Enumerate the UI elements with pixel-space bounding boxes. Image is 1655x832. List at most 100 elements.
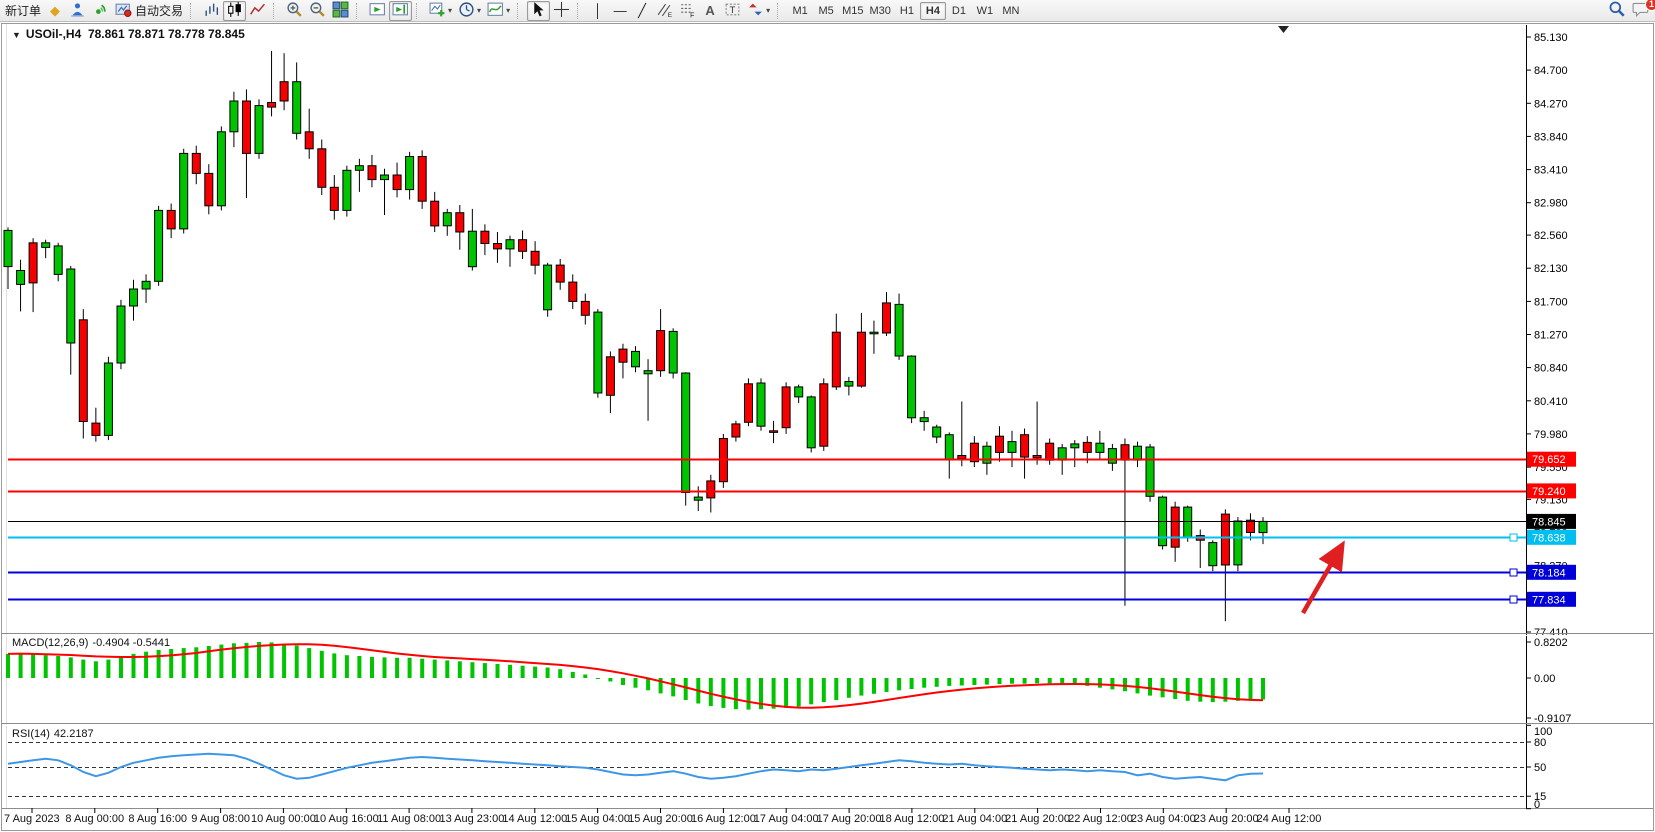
svg-text:21 Aug 04:00: 21 Aug 04:00 xyxy=(942,813,1007,825)
line-chart-button[interactable] xyxy=(246,1,269,21)
signal-icon xyxy=(92,1,109,21)
toolbar-separator xyxy=(577,2,584,19)
search-button[interactable] xyxy=(1605,1,1629,21)
svg-text:78.184: 78.184 xyxy=(1532,567,1566,579)
auto-scroll-button[interactable] xyxy=(366,1,389,21)
period-button[interactable]: ▾ xyxy=(455,1,484,21)
diamond-icon: ◆ xyxy=(50,3,61,18)
svg-text:17 Aug 20:00: 17 Aug 20:00 xyxy=(817,813,882,825)
hline-handle[interactable] xyxy=(1509,568,1518,577)
arrows-tool-button[interactable]: ▾ xyxy=(744,1,773,21)
toolbar-separator xyxy=(356,2,363,19)
svg-text:7 Aug 2023: 7 Aug 2023 xyxy=(4,813,60,825)
horizontal-line-icon: — xyxy=(613,3,627,18)
candlestick-icon xyxy=(226,1,243,21)
terminal-button[interactable] xyxy=(66,1,89,21)
auto-trading-icon xyxy=(115,1,132,21)
svg-text:T: T xyxy=(730,5,736,16)
timeframe-button-H1[interactable]: H1 xyxy=(899,4,914,17)
timeframe-button-W1[interactable]: W1 xyxy=(976,4,994,17)
macd-histogram xyxy=(6,642,1265,710)
svg-text:24 Aug 12:00: 24 Aug 12:00 xyxy=(1257,813,1322,825)
zoom-in-button[interactable] xyxy=(283,1,306,21)
svg-text:81.700: 81.700 xyxy=(1534,296,1568,308)
svg-text:79.240: 79.240 xyxy=(1532,486,1566,498)
search-icon xyxy=(1608,0,1626,21)
timeframe-button-M15[interactable]: M15 xyxy=(842,4,864,17)
bar-chart-button[interactable] xyxy=(200,1,223,21)
crosshair-icon xyxy=(553,1,570,21)
notifications-button[interactable]: 1 xyxy=(1629,0,1655,21)
strategy-tester-button[interactable] xyxy=(89,1,112,21)
channel-button[interactable]: E xyxy=(653,1,676,21)
text-button[interactable]: A xyxy=(699,1,721,21)
chevron-down-icon: ▾ xyxy=(448,6,453,15)
timeframe-button-H4[interactable]: H4 xyxy=(919,1,946,20)
toolbar-separator xyxy=(416,2,423,19)
svg-text:-0.9107: -0.9107 xyxy=(1534,713,1571,725)
svg-text:83.840: 83.840 xyxy=(1534,131,1568,143)
svg-text:E: E xyxy=(668,11,672,17)
fibonacci-button[interactable]: F xyxy=(676,1,699,21)
svg-text:17 Aug 04:00: 17 Aug 04:00 xyxy=(754,813,819,825)
zoom-out-button[interactable] xyxy=(306,1,329,21)
hline-handle[interactable] xyxy=(1509,595,1518,604)
hline-handle[interactable] xyxy=(1509,533,1518,542)
svg-text:15 Aug 04:00: 15 Aug 04:00 xyxy=(565,813,630,825)
channel-icon: E xyxy=(656,1,673,21)
crosshair-button[interactable] xyxy=(550,1,573,21)
timeframe-button-M1[interactable]: M1 xyxy=(792,4,808,17)
svg-text:23 Aug 04:00: 23 Aug 04:00 xyxy=(1131,813,1196,825)
price-label-78.845: 78.845 xyxy=(1527,513,1576,529)
candlestick-chart-button[interactable] xyxy=(223,0,247,21)
timeframe-button-M5[interactable]: M5 xyxy=(818,4,834,17)
timeframe-button-MN[interactable]: MN xyxy=(1002,4,1020,17)
svg-text:0.00: 0.00 xyxy=(1534,673,1555,685)
cursor-button[interactable] xyxy=(527,0,551,21)
time-axis: 7 Aug 2023 8 Aug 00:00 8 Aug 16:00 9 Aug 08… xyxy=(4,808,1321,825)
svg-text:50: 50 xyxy=(1534,762,1546,774)
svg-text:83.410: 83.410 xyxy=(1534,165,1568,177)
svg-text:0.8202: 0.8202 xyxy=(1534,637,1568,649)
notification-badge: 1 xyxy=(1644,0,1655,11)
svg-text:18 Aug 12:00: 18 Aug 12:00 xyxy=(879,813,944,825)
vertical-line-button[interactable]: │ xyxy=(587,1,609,21)
svg-text:80.410: 80.410 xyxy=(1534,396,1568,408)
chart-shift-icon xyxy=(392,1,409,21)
toolbar-separator xyxy=(777,2,784,19)
chevron-down-icon: ▾ xyxy=(766,6,771,15)
text-label-icon: T xyxy=(724,1,741,21)
svg-text:100: 100 xyxy=(1534,726,1552,738)
text-label-button[interactable]: T xyxy=(721,1,744,21)
svg-text:84.700: 84.700 xyxy=(1534,65,1568,77)
price-chart-canvas[interactable]: 85.130 84.700 84.270 83.840 83.410 82.980 82.5… xyxy=(0,22,1655,832)
trendline-button[interactable]: ╱ xyxy=(631,1,653,21)
chart-shift-button[interactable] xyxy=(389,0,413,21)
indicators-icon xyxy=(487,1,504,21)
svg-text:77.834: 77.834 xyxy=(1532,594,1566,606)
cursor-icon xyxy=(530,1,547,21)
svg-text:82.130: 82.130 xyxy=(1534,263,1568,275)
svg-text:85.130: 85.130 xyxy=(1534,32,1568,44)
macd-signal-line xyxy=(7,643,1264,709)
svg-text:15 Aug 20:00: 15 Aug 20:00 xyxy=(628,813,693,825)
timeframe-button-D1[interactable]: D1 xyxy=(951,4,966,17)
svg-text:8 Aug 16:00: 8 Aug 16:00 xyxy=(128,813,187,825)
indicators-button[interactable]: ▾ xyxy=(484,1,513,21)
profile-button[interactable]: ◆ xyxy=(44,1,66,21)
svg-text:79.980: 79.980 xyxy=(1534,429,1568,441)
chart-shift-marker-icon[interactable] xyxy=(1278,26,1289,33)
new-chart-icon xyxy=(429,1,446,21)
timeframe-button-M30[interactable]: M30 xyxy=(869,4,891,17)
chevron-down-icon: ▾ xyxy=(506,6,511,15)
new-order-button[interactable]: 新订单 xyxy=(5,4,42,18)
new-chart-button[interactable]: ▾ xyxy=(426,1,455,21)
tile-windows-button[interactable] xyxy=(329,1,352,21)
arrow-object[interactable] xyxy=(1301,540,1345,615)
auto-trading-button[interactable]: 自动交易 xyxy=(112,1,186,21)
svg-text:15: 15 xyxy=(1534,791,1546,803)
svg-text:8 Aug 00:00: 8 Aug 00:00 xyxy=(65,813,124,825)
svg-text:78.845: 78.845 xyxy=(1532,516,1566,528)
horizontal-line-button[interactable]: — xyxy=(609,1,631,21)
svg-text:80.840: 80.840 xyxy=(1534,363,1568,375)
